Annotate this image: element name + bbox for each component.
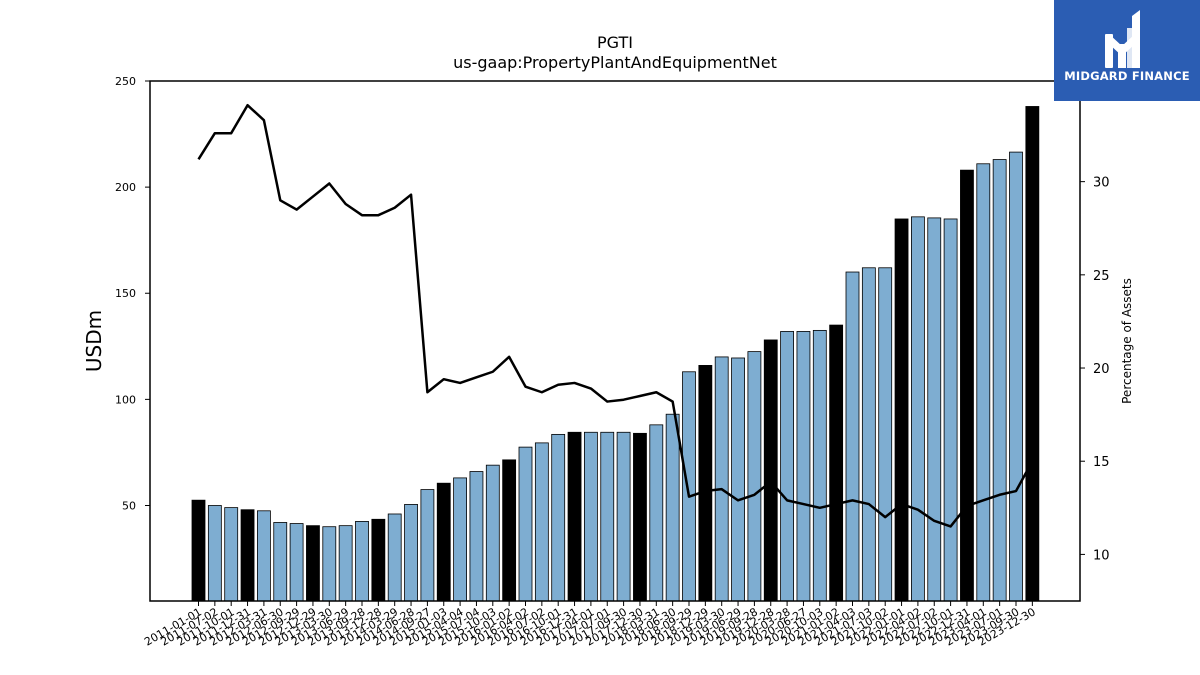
y2-tick-label: 20 xyxy=(1093,362,1110,377)
bar-2017-12-30 xyxy=(633,432,647,602)
bar-2018-12-29 xyxy=(698,365,713,602)
line-series xyxy=(197,103,1034,528)
bar-2019-06-29 xyxy=(731,357,745,602)
percentage-line xyxy=(197,103,1034,528)
y-tick-label: 50 xyxy=(122,499,136,512)
bar-2021-07-03 xyxy=(861,267,876,602)
bar-2017-07-01 xyxy=(600,431,615,602)
x-axis: 2011-01-012011-07-022011-10-012011-12-31… xyxy=(142,601,1038,649)
bar-2011-01-01 xyxy=(191,499,206,602)
bar-2013-03-30 xyxy=(322,526,337,602)
bar-2019-09-28 xyxy=(747,351,762,602)
bar-2021-01-02 xyxy=(829,324,844,602)
y2-tick-label: 30 xyxy=(1093,176,1110,191)
bar-2019-03-30 xyxy=(714,356,729,602)
bar-2018-03-31 xyxy=(649,424,664,602)
bar-2018-06-30 xyxy=(665,413,680,602)
bar-2023-09-30 xyxy=(1009,151,1023,602)
chart-title: PGTI xyxy=(597,33,633,52)
bar-2013-12-28 xyxy=(371,518,386,602)
bar-2023-07-01 xyxy=(992,159,1007,602)
bar-2022-01-01 xyxy=(894,218,909,602)
logo-text: MIDGARD FINANCE xyxy=(1064,69,1190,83)
bar-2014-09-27 xyxy=(420,489,435,602)
y-tick-label: 100 xyxy=(115,393,136,406)
bar-2023-04-01 xyxy=(976,163,991,602)
bar-2011-07-02 xyxy=(207,505,222,602)
bar-2018-09-29 xyxy=(682,371,696,602)
bar-2016-07-02 xyxy=(534,442,549,602)
y-tick-label: 200 xyxy=(115,181,136,194)
bar-2016-10-01 xyxy=(551,433,566,602)
bar-group xyxy=(191,106,1040,602)
bar-2011-10-01 xyxy=(224,507,239,602)
plot-frame xyxy=(149,80,1081,602)
y2-tick-label: 15 xyxy=(1093,455,1110,470)
bar-2016-04-02 xyxy=(518,446,533,602)
chart-subtitle: us-gaap:PropertyPlantAndEquipmentNet xyxy=(453,53,777,72)
bar-2013-09-28 xyxy=(355,521,369,602)
midgard-m-logo-icon xyxy=(1105,10,1140,68)
bar-2013-06-29 xyxy=(338,525,353,602)
bar-2016-01-02 xyxy=(502,459,517,602)
y-tick-label: 150 xyxy=(115,287,136,300)
bar-2015-07-04 xyxy=(469,471,484,602)
bar-2017-09-30 xyxy=(616,431,631,602)
y-axis-left: 50 100 150 200 250 xyxy=(115,75,150,512)
bar-2020-06-27 xyxy=(796,331,811,602)
bar-2023-12-30 xyxy=(1025,106,1040,602)
y-axis-right: 10 15 20 25 30 xyxy=(1080,176,1110,563)
y2-axis-label: Percentage of Assets xyxy=(1120,278,1134,404)
bar-2014-03-29 xyxy=(387,513,402,602)
bar-2015-01-03 xyxy=(436,482,451,602)
bar-2011-12-31 xyxy=(240,509,255,602)
y-tick-label: 250 xyxy=(115,75,136,88)
bar-2019-12-28 xyxy=(763,339,778,602)
bar-2012-03-31 xyxy=(256,510,271,602)
bar-2022-07-02 xyxy=(927,217,942,602)
bar-2012-12-29 xyxy=(306,525,320,602)
bar-2017-04-01 xyxy=(584,431,598,602)
bar-2022-04-02 xyxy=(911,216,925,602)
y2-tick-label: 10 xyxy=(1093,548,1110,563)
bar-2020-10-03 xyxy=(812,329,827,602)
bar-2022-12-31 xyxy=(960,169,974,602)
bar-2015-04-04 xyxy=(453,477,468,602)
bar-2016-12-31 xyxy=(567,431,582,602)
bar-2021-04-03 xyxy=(845,271,860,602)
bar-2015-10-03 xyxy=(485,464,500,602)
bar-2014-06-28 xyxy=(404,504,418,602)
y2-tick-label: 25 xyxy=(1093,269,1110,284)
y-axis-label: USDm xyxy=(82,310,106,372)
logo: MIDGARD FINANCE xyxy=(1054,0,1200,101)
bar-2012-06-30 xyxy=(273,522,288,602)
bar-2012-09-29 xyxy=(289,523,304,602)
bar-2022-10-01 xyxy=(943,218,958,602)
bar-2020-03-28 xyxy=(780,331,794,602)
bar-2021-10-02 xyxy=(878,267,893,602)
